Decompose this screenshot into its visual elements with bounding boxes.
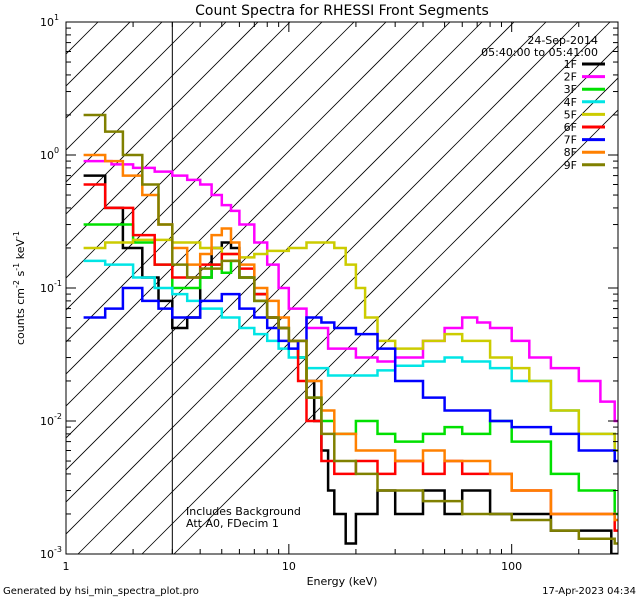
y-tick-label: 100	[40, 146, 59, 162]
footer-timestamp: 17-Apr-2023 04:34	[542, 586, 636, 597]
legend-label-1F: 1F	[564, 58, 577, 71]
ylabel-sup3: -1	[12, 231, 21, 239]
svg-text:counts cm-2 s-1 keV-1: counts cm-2 s-1 keV-1	[12, 231, 27, 345]
legend-label-7F: 7F	[564, 134, 577, 147]
annotation-attenuator: Att A0, FDecim 1	[186, 517, 279, 530]
series-line-9F	[83, 113, 618, 545]
legend-label-8F: 8F	[564, 146, 577, 159]
axis-ticks	[65, 21, 619, 555]
legend-label-2F: 2F	[564, 71, 577, 84]
legend-label-9F: 9F	[564, 159, 577, 172]
ylabel-sup1: -2	[12, 280, 21, 288]
x-axis-label: Energy (keV)	[307, 575, 378, 588]
annotation-background: Includes Background	[186, 505, 301, 518]
y-tick-label: 10-3	[40, 545, 62, 561]
ylabel-sup2: -1	[12, 263, 21, 271]
y-axis-label: counts cm-2 s-1 keV-1	[12, 231, 27, 345]
y-tick-label: 101	[40, 13, 59, 29]
series-line-8F	[83, 153, 618, 522]
series-line-4F	[83, 259, 618, 452]
series-line-3F	[83, 223, 618, 516]
hatched-region	[66, 22, 618, 554]
legend-label-5F: 5F	[564, 108, 577, 121]
chart-title: Count Spectra for RHESSI Front Segments	[195, 3, 489, 19]
series-line-2F	[83, 159, 618, 423]
ylabel-kev: keV	[14, 239, 27, 263]
x-tick-label: 10	[282, 560, 296, 573]
legend-label-4F: 4F	[564, 96, 577, 109]
ylabel-main: counts cm	[14, 288, 27, 345]
ylabel-s: s	[14, 270, 27, 279]
y-tick-label: 10-1	[40, 279, 62, 295]
y-tick-label: 10-2	[40, 412, 62, 428]
series-line-1F	[83, 174, 618, 554]
x-tick-label: 100	[501, 560, 522, 573]
time-range-label: 05:40:00 to 05:41:00	[481, 46, 598, 59]
x-tick-label: 1	[63, 560, 70, 573]
legend-label-3F: 3F	[564, 83, 577, 96]
footer-generated-by: Generated by hsi_min_spectra_plot.pro	[3, 586, 199, 597]
series-line-5F	[83, 238, 618, 452]
legend-label-6F: 6F	[564, 121, 577, 134]
date-label: 24-Sep-2014	[527, 34, 598, 47]
